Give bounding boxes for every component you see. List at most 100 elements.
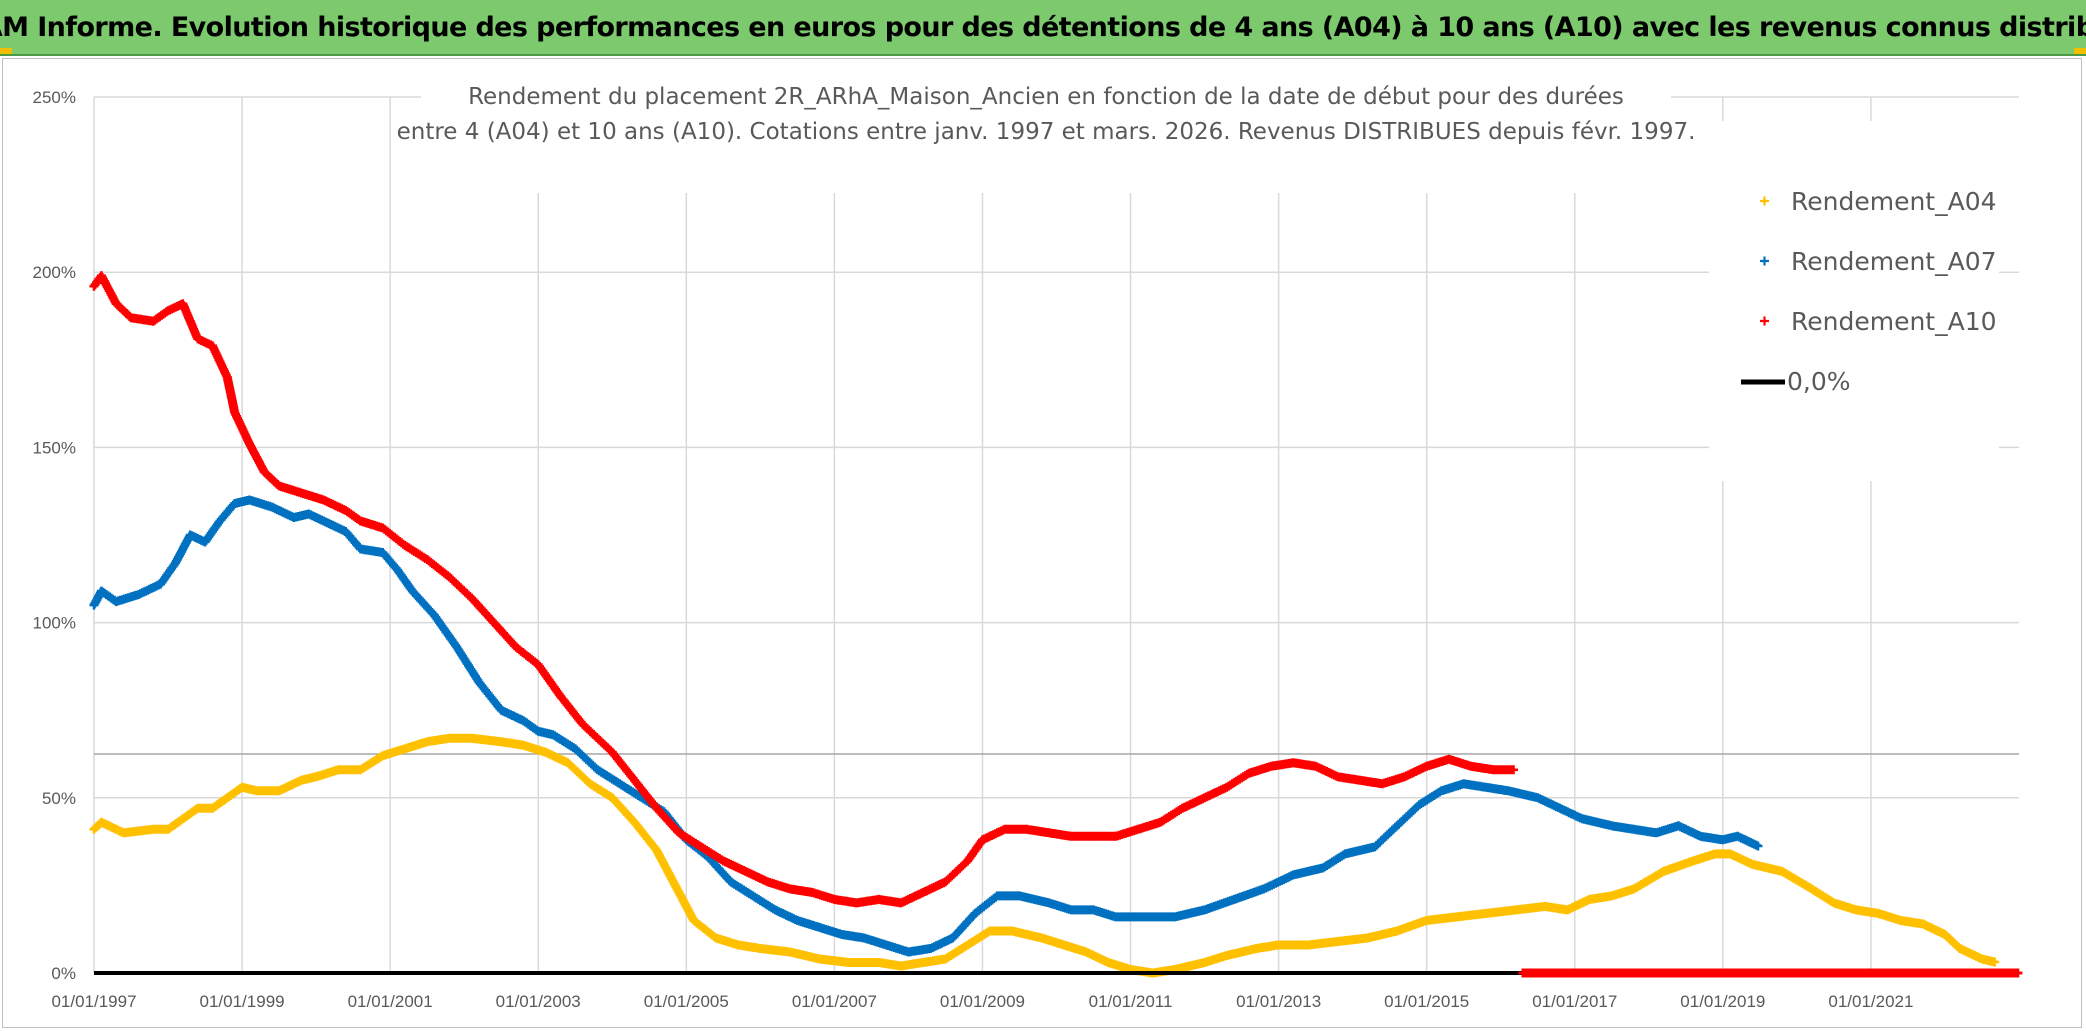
series-segment <box>1414 787 1445 810</box>
x-tick-label: 01/01/2003 <box>496 992 581 1011</box>
series-segment <box>467 593 497 626</box>
series-segment <box>96 271 120 307</box>
series-segment <box>496 737 526 750</box>
series-segment <box>1555 803 1585 823</box>
series-segment <box>119 825 156 838</box>
series-segment <box>1696 831 1726 844</box>
series-segment <box>748 891 778 914</box>
series-segment <box>1333 772 1363 785</box>
series-segment <box>215 500 238 526</box>
series-segment <box>555 691 586 728</box>
series-segment <box>319 495 349 515</box>
series-segment <box>940 857 971 887</box>
series-segment <box>200 518 224 547</box>
y-tick-label: 150% <box>33 438 76 457</box>
series-segment <box>815 954 852 967</box>
series-segment <box>541 747 571 767</box>
series-segment <box>1503 786 1541 802</box>
series-segment <box>1577 814 1615 830</box>
series-segment <box>1807 884 1837 907</box>
series-segment <box>1422 912 1459 925</box>
series-segment <box>874 958 904 971</box>
y-tick-label: 200% <box>33 263 76 282</box>
series-segment <box>1200 895 1237 915</box>
series-segment <box>785 884 815 897</box>
page-title: ADAM Informe. Evolution historique des p… <box>0 11 2086 43</box>
series-segment <box>1896 915 1926 929</box>
series-segment <box>615 779 645 802</box>
series-segment <box>1170 905 1207 922</box>
series-segment <box>896 888 926 908</box>
series-segment <box>133 580 164 600</box>
series-segment <box>926 934 956 953</box>
series-segment <box>630 817 660 854</box>
x-tick-label: 01/01/2005 <box>644 992 729 1011</box>
series-segment <box>378 523 408 549</box>
series-segment <box>1007 926 1045 942</box>
series-segment <box>770 905 800 925</box>
legend-plus-marker <box>1760 256 1769 266</box>
series-segment <box>1585 891 1615 904</box>
series-segment <box>356 752 386 775</box>
series-segment <box>903 944 934 957</box>
series-segment <box>978 825 1008 845</box>
series-segment <box>1155 805 1185 827</box>
series-segment <box>511 642 541 668</box>
series-segment <box>474 677 505 714</box>
series-segment <box>1725 849 1756 868</box>
series-segment <box>733 940 763 953</box>
series-segment <box>208 341 231 380</box>
series-segment <box>1311 761 1341 781</box>
chart-legend: Rendement_A04 Rendement_A07 Rendement_A10 0… <box>1709 121 1999 481</box>
series-segment <box>1200 783 1230 803</box>
series-segment <box>1651 822 1681 838</box>
series-segment <box>563 758 593 787</box>
series-segment <box>341 527 364 552</box>
series-a10-zero-tail <box>1518 968 2023 978</box>
series-segment <box>1015 891 1052 907</box>
series-segment <box>96 817 127 837</box>
series-segment <box>704 852 734 885</box>
series-segment <box>311 765 341 782</box>
y-tick-label: 250% <box>33 88 76 107</box>
series-segment <box>1940 930 1963 952</box>
y-tick-label: 50% <box>42 789 76 808</box>
series-segment <box>1266 758 1296 771</box>
series-segment <box>178 299 202 342</box>
series-segment <box>1222 944 1259 960</box>
series-segment <box>267 502 297 522</box>
series-segment <box>607 747 638 784</box>
series-segment <box>1533 793 1563 812</box>
legend-label: Rendement_A07 <box>1791 247 1997 276</box>
series-segment <box>1733 831 1763 851</box>
series-segment <box>1089 905 1119 921</box>
series-segment <box>578 719 616 756</box>
series-segment <box>422 555 453 581</box>
series-segment <box>970 892 1001 918</box>
series-segment <box>785 947 822 963</box>
series-segment <box>674 887 698 924</box>
series-segment <box>222 372 239 415</box>
series-segment <box>1748 859 1785 876</box>
series-segment <box>1288 863 1326 880</box>
series-segment <box>393 565 416 594</box>
series-segment <box>1318 850 1348 873</box>
series-segment <box>1481 905 1518 918</box>
legend-label: Rendement_A10 <box>1791 307 1997 336</box>
x-tick-label: 01/01/2021 <box>1828 992 1913 1011</box>
series-segment <box>1288 758 1319 771</box>
series-segment <box>407 586 438 619</box>
x-axis: 01/01/1997 01/01/1999 01/01/2001 01/01/2003… <box>51 992 1913 1011</box>
chart-frame: 0% 50% 100% 150% 200% 250% 01/01/1997 01/01/19… <box>2 58 2082 1028</box>
series-segment <box>1363 927 1400 943</box>
series-segment <box>1259 871 1296 894</box>
series-segment <box>696 842 726 865</box>
series-segment <box>837 930 867 943</box>
x-tick-label: 01/01/2019 <box>1680 992 1765 1011</box>
series-segment <box>1044 828 1074 841</box>
series-segment <box>918 878 949 897</box>
series-segment <box>1511 902 1548 915</box>
series-segment <box>1370 822 1400 852</box>
series-segment <box>763 877 793 893</box>
series-segment <box>940 941 971 964</box>
